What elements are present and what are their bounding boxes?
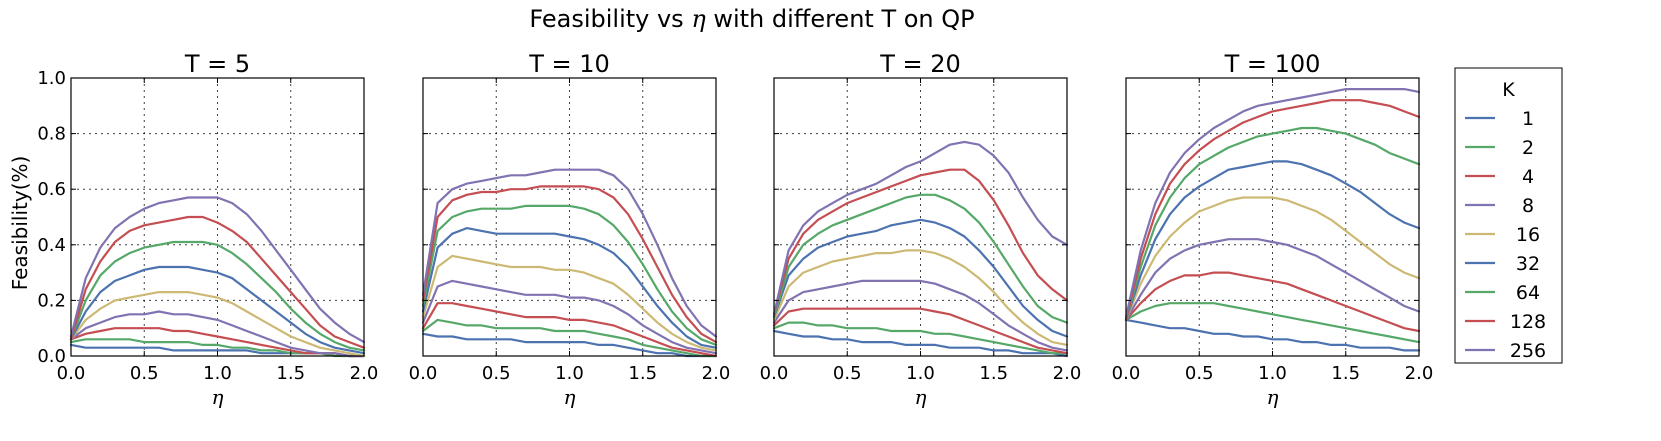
x-tick-label: 0.0 xyxy=(1112,363,1141,384)
x-tick-label: 1.5 xyxy=(628,363,657,384)
panel-title: T = 5 xyxy=(184,50,250,78)
panel-title: T = 100 xyxy=(1224,50,1321,78)
x-tick-label: 2.0 xyxy=(1405,363,1434,384)
legend-entry: 2 xyxy=(1465,137,1534,159)
legend-label: 256 xyxy=(1510,340,1546,362)
legend-label: 1 xyxy=(1522,108,1534,130)
legend: K1 2 4 8 16 32 64 128 256 xyxy=(1454,67,1563,364)
series-line-k-1 xyxy=(421,332,718,358)
series-line-k-256 xyxy=(772,140,1069,316)
y-tick-label: 0.8 xyxy=(37,124,66,145)
panel-title: T = 20 xyxy=(879,50,961,78)
x-tick-label: 0.5 xyxy=(833,363,862,384)
series-line-k-128 xyxy=(421,185,718,344)
x-tick-label: 2.0 xyxy=(1053,363,1082,384)
legend-label: 2 xyxy=(1522,137,1534,159)
legend-entry: 256 xyxy=(1465,340,1546,362)
series-line-k-128 xyxy=(1124,99,1421,321)
series-line-k-8 xyxy=(69,310,366,358)
panel-1: T = 50.0 0.5 1.0 1.5 2.00.00.20.40.60.81.0η xyxy=(37,50,378,409)
series-line-k-1 xyxy=(772,329,1069,358)
legend-entry: 4 xyxy=(1465,166,1534,188)
series-line-k-4 xyxy=(772,307,1069,355)
series-line-k-128 xyxy=(772,168,1069,316)
x-tick-label: 2.0 xyxy=(350,363,379,384)
y-tick-label: 0.2 xyxy=(37,290,66,311)
y-tick-label: 0.6 xyxy=(37,179,66,200)
series-line-k-8 xyxy=(772,279,1069,352)
series-line-k-16 xyxy=(69,291,366,358)
x-tick-label: 0.5 xyxy=(482,363,511,384)
legend-entry: 64 xyxy=(1465,282,1540,304)
x-tick-label: 0.0 xyxy=(57,363,86,384)
figure-title-suffix: with different T on QP xyxy=(706,5,975,33)
legend-label: 128 xyxy=(1510,311,1546,333)
x-axis-label: η xyxy=(564,385,576,409)
x-tick-label: 0.0 xyxy=(760,363,789,384)
series-line-k-64 xyxy=(69,240,366,352)
series-line-k-2 xyxy=(421,318,718,358)
series-line-k-8 xyxy=(1124,238,1421,321)
series-line-k-16 xyxy=(1124,196,1421,321)
series-line-k-32 xyxy=(772,218,1069,338)
legend-entry: 128 xyxy=(1465,311,1546,333)
x-tick-label: 1.0 xyxy=(1258,363,1287,384)
y-tick-label: 0.4 xyxy=(37,235,66,256)
x-tick-label: 0.0 xyxy=(409,363,438,384)
y-tick-label: 0.0 xyxy=(37,346,66,367)
legend-label: 32 xyxy=(1516,253,1540,275)
y-axis-label: Feasibility(%) xyxy=(8,156,32,291)
legend-label: 8 xyxy=(1522,195,1534,217)
legend-label: 16 xyxy=(1516,224,1540,246)
x-tick-label: 1.0 xyxy=(203,363,232,384)
panel-4: T = 100 0.0 0.5 1.0 1.5 2.0 η xyxy=(1112,50,1434,409)
series-line-k-32 xyxy=(1124,160,1421,321)
series-line-k-2 xyxy=(772,321,1069,355)
series-line-k-8 xyxy=(421,279,718,355)
legend-entry: 1 xyxy=(1465,108,1534,130)
x-tick-label: 1.0 xyxy=(906,363,935,384)
series-line-k-64 xyxy=(1124,126,1421,321)
legend-entry: 16 xyxy=(1465,224,1540,246)
figure-title-prefix: Feasibility vs xyxy=(529,5,691,33)
legend-title: K xyxy=(1502,79,1515,101)
x-tick-label: 1.0 xyxy=(555,363,584,384)
series-line-k-64 xyxy=(772,193,1069,324)
x-tick-label: 1.5 xyxy=(276,363,305,384)
figure-title: Feasibility vs η with different T on QP xyxy=(529,5,974,33)
legend-entry: 32 xyxy=(1465,253,1540,275)
x-axis-label: η xyxy=(212,385,224,409)
series-line-k-32 xyxy=(421,227,718,349)
series-line-k-256 xyxy=(421,168,718,338)
panel-title: T = 10 xyxy=(528,50,610,78)
series-line-k-4 xyxy=(421,302,718,358)
series-line-k-16 xyxy=(421,254,718,352)
series-line-k-64 xyxy=(421,204,718,346)
x-tick-label: 0.5 xyxy=(1185,363,1214,384)
x-tick-label: 1.5 xyxy=(979,363,1008,384)
x-tick-label: 0.5 xyxy=(130,363,159,384)
series-line-k-256 xyxy=(69,196,366,344)
x-tick-label: 1.5 xyxy=(1331,363,1360,384)
x-axis-label: η xyxy=(1267,385,1279,409)
series-line-k-128 xyxy=(69,215,366,349)
legend-label: 4 xyxy=(1522,166,1534,188)
panels: T = 50.0 0.5 1.0 1.5 2.00.00.20.40.60.81.0ηT… xyxy=(37,50,1433,409)
series-line-k-4 xyxy=(1124,271,1421,333)
series-line-k-32 xyxy=(69,265,366,355)
y-tick-label: 1.0 xyxy=(37,68,66,89)
x-tick-label: 2.0 xyxy=(702,363,731,384)
legend-entry: 8 xyxy=(1465,195,1534,217)
x-axis-label: η xyxy=(915,385,927,409)
series-line-k-16 xyxy=(772,249,1069,346)
series-line-k-1 xyxy=(1124,318,1421,352)
panel-2: T = 10 0.0 0.5 1.0 1.5 2.0 η xyxy=(409,50,731,409)
series-line-k-2 xyxy=(1124,302,1421,344)
panel-3: T = 20 0.0 0.5 1.0 1.5 2.0 η xyxy=(760,50,1082,409)
legend-label: 64 xyxy=(1516,282,1540,304)
figure-title-eta-symbol: η xyxy=(691,5,706,33)
series-line-k-256 xyxy=(1124,87,1421,319)
